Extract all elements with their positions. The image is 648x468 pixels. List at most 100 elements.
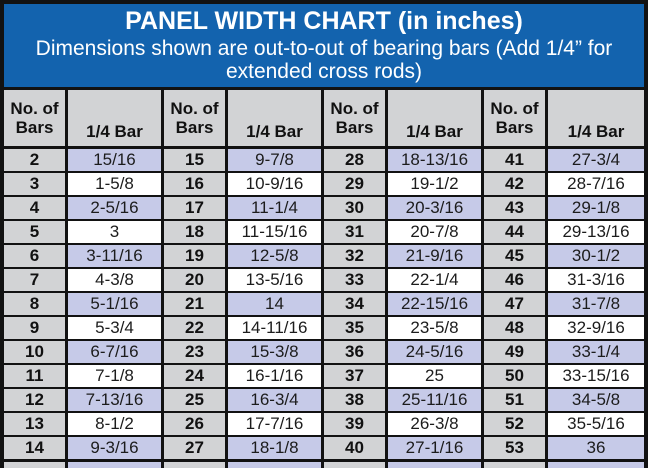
bars-cell: 35 [324,317,388,339]
width-cell: 29-13/16 [548,221,644,243]
bars-cell: 11 [4,365,68,387]
width-cell: 33-15/16 [548,365,644,387]
width-cell: 27-3/4 [548,149,644,171]
bars-cell: 31 [324,221,388,243]
bars-cell: 38 [324,389,388,411]
bars-cell: 24 [164,365,228,387]
width-cell: 25-11/16 [388,389,484,411]
bars-cell: 34 [324,293,388,315]
chart-title: PANEL WIDTH CHART (in inches) [125,7,523,35]
bars-cell [324,462,388,468]
width-cell: 22-15/16 [388,293,484,315]
bars-cell: 2 [4,149,68,171]
bars-cell: 9 [4,317,68,339]
bars-cell: 32 [324,245,388,267]
bars-cell: 53 [484,437,548,459]
width-cell: 14 [228,293,324,315]
table-row: 10 6-7/16 23 15-3/8 36 24-5/16 49 33-1/4 [4,339,644,363]
table-row: 4 2-5/16 17 11-1/4 30 20-3/16 43 29-1/8 [4,195,644,219]
quarter-bar-header-cell: 1/4 Bar [388,90,484,146]
bars-cell: 47 [484,293,548,315]
bars-cell: 42 [484,173,548,195]
width-cell: 26-3/8 [388,413,484,435]
bars-cell: 40 [324,437,388,459]
bars-cell: 52 [484,413,548,435]
bars-cell: 41 [484,149,548,171]
width-cell: 36 [548,437,644,459]
quarter-bar-header-cell: 1/4 Bar [548,90,644,146]
bars-cell: 33 [324,269,388,291]
width-cell: 16-1/16 [228,365,324,387]
width-cell: 34-5/8 [548,389,644,411]
width-cell: 27-1/16 [388,437,484,459]
width-cell [548,462,644,468]
width-cell: 17-7/16 [228,413,324,435]
bars-cell: 25 [164,389,228,411]
width-cell: 9-3/16 [68,437,164,459]
width-cell: 1-5/8 [68,173,164,195]
width-cell: 15/16 [68,149,164,171]
width-cell: 20-7/8 [388,221,484,243]
table-row: 2 15/16 15 9-7/8 28 18-13/16 41 27-3/4 [4,146,644,171]
width-cell: 18-13/16 [388,149,484,171]
width-cell: 29-1/8 [548,197,644,219]
bars-cell: 10 [4,341,68,363]
table-row: 5 3 18 11-15/16 31 20-7/8 44 29-13/16 [4,219,644,243]
panel-table: No. of Bars 1/4 Bar No. of Bars 1/4 Bar … [4,90,644,468]
bars-header-cell: No. of Bars [164,90,228,146]
bars-cell: 27 [164,437,228,459]
width-cell: 25 [388,365,484,387]
bars-cell: 45 [484,245,548,267]
bars-cell: 51 [484,389,548,411]
bars-cell: 50 [484,365,548,387]
bars-cell: 20 [164,269,228,291]
width-cell: 5-1/16 [68,293,164,315]
bars-cell: 5 [4,221,68,243]
width-cell: 6-7/16 [68,341,164,363]
width-cell: 19-1/2 [388,173,484,195]
bars-cell: 26 [164,413,228,435]
width-cell: 3 [68,221,164,243]
width-cell: 12-5/8 [228,245,324,267]
width-cell: 11-1/4 [228,197,324,219]
width-cell: 35-5/16 [548,413,644,435]
bars-cell: 44 [484,221,548,243]
width-cell: 31-7/8 [548,293,644,315]
table-row: 7 4-3/8 20 13-5/16 33 22-1/4 46 31-3/16 [4,267,644,291]
bars-cell: 39 [324,413,388,435]
bars-cell: 19 [164,245,228,267]
bars-cell: 22 [164,317,228,339]
width-cell: 13-5/16 [228,269,324,291]
bars-cell: 8 [4,293,68,315]
width-cell [388,462,484,468]
bars-cell: 15 [164,149,228,171]
table-row: 11 7-1/8 24 16-1/16 37 25 50 33-15/16 [4,363,644,387]
width-cell: 33-1/4 [548,341,644,363]
width-cell: 21-9/16 [388,245,484,267]
clipped-row [4,459,644,468]
bars-cell: 6 [4,245,68,267]
bars-cell [484,462,548,468]
bars-header-cell: No. of Bars [324,90,388,146]
width-cell: 4-3/8 [68,269,164,291]
table-row: 6 3-11/16 19 12-5/8 32 21-9/16 45 30-1/2 [4,243,644,267]
bars-cell: 48 [484,317,548,339]
bars-cell: 28 [324,149,388,171]
width-cell: 14-11/16 [228,317,324,339]
width-cell: 30-1/2 [548,245,644,267]
width-cell [228,462,324,468]
width-cell: 11-15/16 [228,221,324,243]
bars-cell: 49 [484,341,548,363]
bars-cell [4,462,68,468]
bars-cell: 46 [484,269,548,291]
bars-cell: 16 [164,173,228,195]
width-cell [68,462,164,468]
width-cell: 5-3/4 [68,317,164,339]
width-cell: 10-9/16 [228,173,324,195]
width-cell: 15-3/8 [228,341,324,363]
quarter-bar-header-cell: 1/4 Bar [68,90,164,146]
bars-cell: 36 [324,341,388,363]
bars-cell: 43 [484,197,548,219]
width-cell: 24-5/16 [388,341,484,363]
bars-cell: 29 [324,173,388,195]
